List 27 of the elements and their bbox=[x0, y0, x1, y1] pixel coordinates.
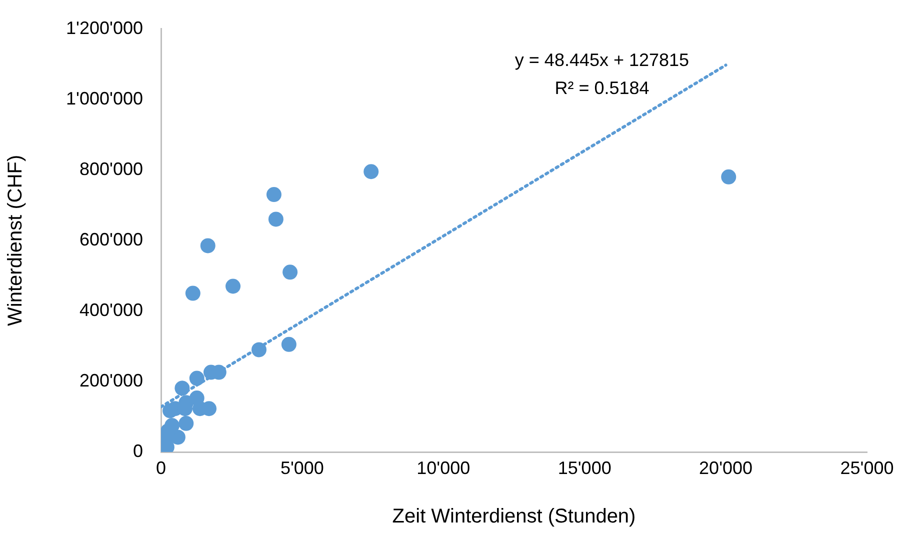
point bbox=[200, 238, 216, 254]
point bbox=[282, 264, 298, 280]
x-tick-label: 15'000 bbox=[558, 458, 612, 478]
point bbox=[226, 278, 241, 294]
x-tick-label: 10'000 bbox=[416, 458, 470, 478]
x-tick-label: 5'000 bbox=[280, 458, 324, 478]
y-tick-label: 600'000 bbox=[79, 229, 143, 250]
y-tick-label: 1'000'000 bbox=[66, 88, 143, 108]
y-tick-label: 1'200'000 bbox=[66, 18, 143, 38]
x-tick-label: 25'000 bbox=[840, 458, 894, 478]
annotation: y = 48.445x + 127815 bbox=[514, 50, 690, 70]
point bbox=[364, 164, 379, 180]
y-axis-title: Winterdienst (CHF) bbox=[4, 154, 27, 326]
point bbox=[266, 187, 282, 202]
point bbox=[281, 336, 296, 352]
y-tick-label: 200'000 bbox=[79, 370, 143, 390]
y-tick-label: 800'000 bbox=[79, 158, 143, 179]
x-tick-label: 0 bbox=[156, 458, 166, 478]
y-tick-label: 0 bbox=[132, 440, 143, 461]
x-tick-label: 20'000 bbox=[699, 458, 753, 478]
point bbox=[721, 169, 736, 184]
point bbox=[185, 286, 200, 301]
annotation: R² = 0.5184 bbox=[554, 78, 650, 98]
y-tick-label: 400'000 bbox=[79, 300, 143, 320]
point bbox=[178, 416, 194, 431]
x-axis-title: Zeit Winterdienst (Stunden) bbox=[392, 506, 636, 528]
point bbox=[268, 212, 284, 227]
